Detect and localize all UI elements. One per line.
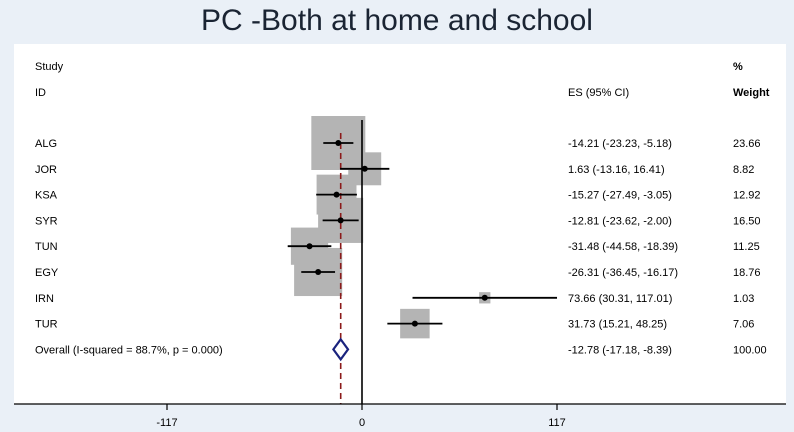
weight-text-syr: 16.50 [733,215,761,227]
weight-percent-header: % [733,61,743,73]
x-tick-label: -117 [156,417,177,429]
es-ci-text-alg: -14.21 (-23.23, -5.18) [568,138,672,150]
weight-text-tun: 11.25 [733,241,760,253]
weight-text-tur: 7.06 [733,319,754,331]
point-estimate-jor [361,165,368,172]
weight-text-ksa: 12.92 [733,190,761,202]
point-estimate-ksa [333,191,340,198]
weight-text-irn: 1.03 [733,293,754,305]
point-estimate-tun [306,243,313,250]
weight-text-egy: 18.76 [733,267,761,279]
study-label-egy: EGY [35,267,59,279]
x-tick-label: 0 [359,417,365,429]
weight-header: Weight [733,87,770,99]
point-estimate-irn [481,294,488,301]
overall-diamond [332,337,350,362]
study-header: Study [35,61,64,73]
overall-weight-text: 100.00 [733,344,767,356]
es-ci-text-tur: 31.73 (15.21, 48.25) [568,319,667,331]
id-header: ID [35,87,46,99]
overall-label: Overall (I-squared = 88.7%, p = 0.000) [35,344,223,356]
weight-text-alg: 23.66 [733,138,761,150]
study-label-irn: IRN [35,293,54,305]
es-ci-text-egy: -26.31 (-36.45, -16.17) [568,267,678,279]
study-label-tur: TUR [35,319,58,331]
forest-marks: ALG -14.21 (-23.23, -5.18) 23.66 JOR 1.63 (-… [14,116,786,429]
plot-panel [14,44,786,404]
x-tick-label: 117 [548,417,566,429]
es-header: ES (95% CI) [568,87,629,99]
study-label-jor: JOR [35,164,57,176]
chart-title: PC -Both at home and school [201,4,593,37]
study-label-alg: ALG [35,138,57,150]
point-estimate-alg [335,140,342,146]
point-estimate-tur [411,320,418,327]
overall-es-ci-text: -12.78 (-17.18, -8.39) [568,344,672,356]
es-ci-text-irn: 73.66 (30.31, 117.01) [568,293,672,305]
es-ci-text-ksa: -15.27 (-27.49, -3.05) [568,190,672,202]
point-estimate-egy [315,269,322,275]
es-ci-text-syr: -12.81 (-23.62, -2.00) [568,215,672,227]
es-ci-text-jor: 1.63 (-13.16, 16.41) [568,164,665,176]
study-label-ksa: KSA [35,190,58,202]
study-label-tun: TUN [35,241,58,253]
point-estimate-syr [337,217,344,224]
es-ci-text-tun: -31.48 (-44.58, -18.39) [568,241,678,253]
study-label-syr: SYR [35,215,58,227]
column-headers: Study ID ES (95% CI) % Weight [35,61,770,99]
weight-text-jor: 8.82 [733,164,754,176]
